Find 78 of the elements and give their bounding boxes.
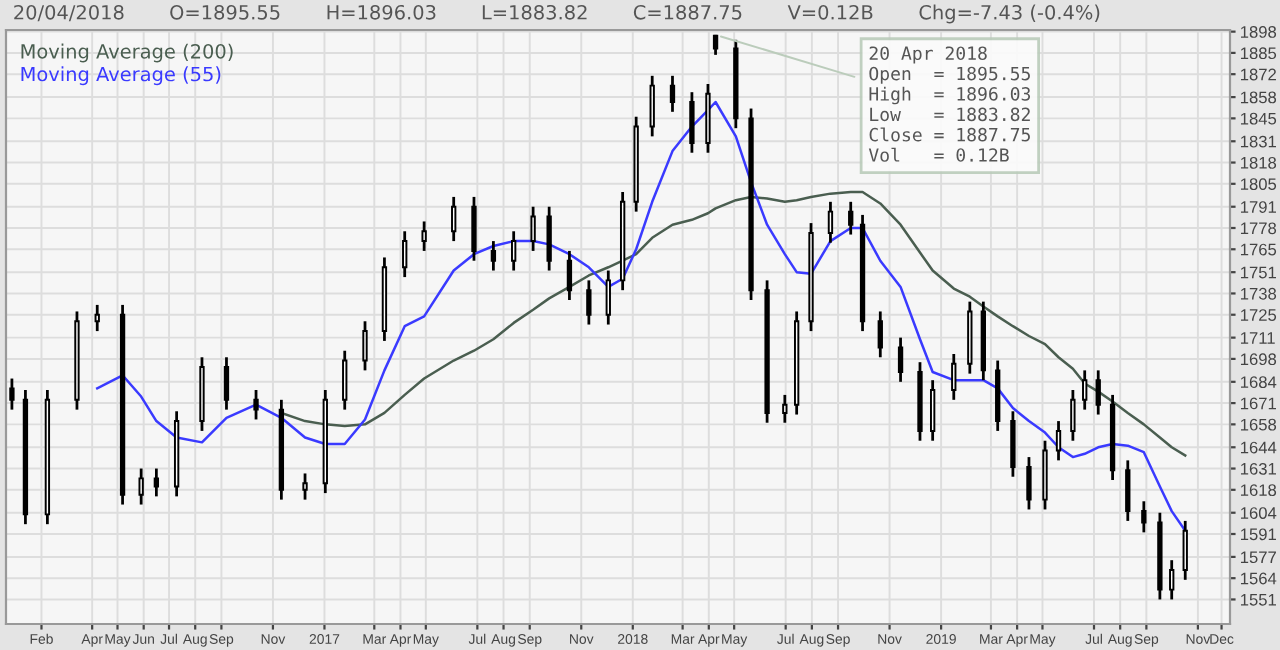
candlestick [94,303,100,333]
y-tick-label: 1778 [1240,222,1277,235]
y-tick-label: 1671 [1240,397,1276,410]
candlestick [1169,558,1175,601]
candlestick [1010,409,1016,479]
candlestick [138,467,144,506]
candlestick [669,74,676,114]
candlestick [9,377,15,412]
text: Moving Average (200) [21,43,233,63]
candlestick [897,336,904,384]
candlestick [1082,368,1088,412]
candlestick [302,472,308,502]
text: C=1887.75 [633,4,742,20]
y-tick-label: 1644 [1240,441,1277,454]
candlestick [253,388,259,421]
y-tick-label: 1751 [1240,266,1276,279]
y-tick-label: 1805 [1240,178,1277,191]
candlestick [930,378,936,443]
text: H=1896.03 [327,4,436,20]
candlestick [402,229,408,279]
text: O=1895.55 [170,4,280,20]
candlestick [223,355,230,412]
candlestick [421,220,427,253]
y-tick-label: 1551 [1240,594,1276,606]
y-tick-label: 1898 [1240,26,1277,38]
y-tick-label: 1684 [1240,376,1277,389]
candlestick [511,229,517,272]
candlestick [649,74,655,138]
y-tick-label: 1765 [1240,243,1277,256]
y-tick-label: 1618 [1240,484,1277,497]
candlestick [689,90,695,155]
candlestick [566,249,573,302]
text: Moving Average (55) [21,66,221,86]
y-tick-label: 1631 [1240,462,1276,475]
candlestick [1026,455,1032,511]
y-tick-label: 1858 [1240,91,1277,104]
candlestick [782,393,788,425]
candlestick [1095,368,1101,416]
candlestick [153,467,160,498]
y-tick-label: 1725 [1240,309,1277,321]
y-tick-label: 1818 [1240,156,1277,169]
y-tick-label: 1698 [1240,353,1277,366]
annotation: 20 Apr 2018 Open = 1895.55 High = 1896.03 Low = 1883.82 Close = 1887.75 Vol = 0.12B [868,46,1031,162]
candlestick [546,205,552,272]
candlestick [605,269,611,326]
candlestick [471,195,477,263]
line-series [280,190,1187,457]
candlestick [362,319,368,372]
text: Chg=-7.43 (-0.4%) [919,4,1100,24]
y-tick-label: 1872 [1240,68,1276,81]
candlestick [1055,419,1062,462]
y-tick-label: 1564 [1240,572,1277,585]
candlestick [586,278,592,326]
candlestick [1070,388,1076,443]
candlestick [451,195,457,243]
candlestick [1125,458,1131,523]
candlestick [342,349,348,412]
y-tick-label: 1577 [1240,551,1276,564]
y-tick-label: 1591 [1240,528,1276,541]
y-tick-label: 1711 [1240,332,1275,344]
y-tick-label: 1604 [1240,507,1277,519]
y-tick-label: 1845 [1240,112,1277,125]
candlestick [827,200,834,245]
candlestick [848,200,854,236]
candlestick [490,239,497,272]
y-tick-label: 1885 [1240,47,1277,60]
candlestick [951,352,957,402]
candlestick [1141,499,1147,534]
candlestick [530,205,536,253]
candlestick [1182,519,1188,582]
y-tick-label: 1791 [1240,201,1276,213]
y-tick-label: 1831 [1240,135,1276,148]
text: L=1883.82 [482,4,587,20]
text: 20/04/2018 [14,4,124,22]
y-tick-label: 1658 [1240,418,1277,431]
candlestick [877,310,883,359]
text: V=0.12B [787,4,873,20]
y-tick-label: 1738 [1240,287,1277,300]
